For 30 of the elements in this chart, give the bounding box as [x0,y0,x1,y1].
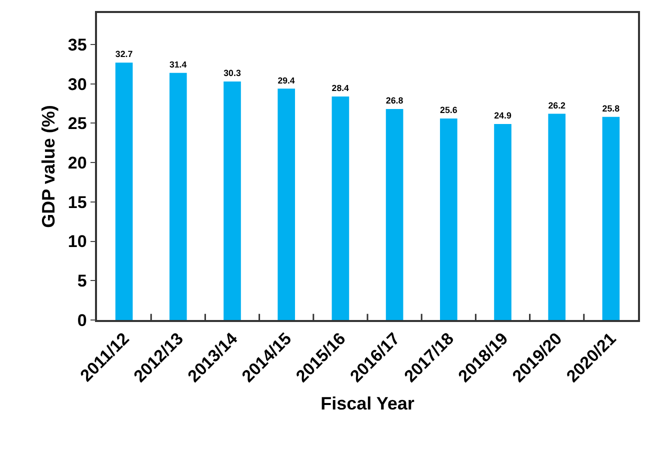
bar [115,62,133,320]
bar [278,88,296,320]
y-tick-label: 0 [77,310,87,330]
data-label: 24.9 [494,110,512,121]
bar [548,114,566,320]
bar [386,109,404,320]
y-tick-label: 20 [68,154,87,173]
bar [169,72,187,320]
y-tick-label: 25 [68,114,87,134]
data-label: 32.7 [115,49,133,60]
y-tick-label: 35 [68,35,87,54]
y-tick-label: 15 [68,192,87,212]
y-tick-label: 5 [77,272,87,291]
data-label: 30.3 [224,68,241,78]
data-label: 28.4 [332,83,350,94]
data-label: 25.8 [602,104,620,114]
bar [494,124,512,320]
y-tick-label: 10 [68,232,87,252]
data-label: 31.4 [170,60,187,70]
bar [602,116,620,320]
data-label: 26.2 [548,100,566,110]
y-axis-title: GDP value (%) [38,105,59,228]
y-tick-label: 30 [68,74,87,94]
data-label: 29.4 [278,75,295,86]
bar [440,118,458,320]
data-label: 26.8 [386,96,404,106]
bar [224,81,241,320]
x-axis-title: Fiscal Year [320,394,414,414]
bar [332,96,350,320]
data-label: 25.6 [440,105,458,116]
